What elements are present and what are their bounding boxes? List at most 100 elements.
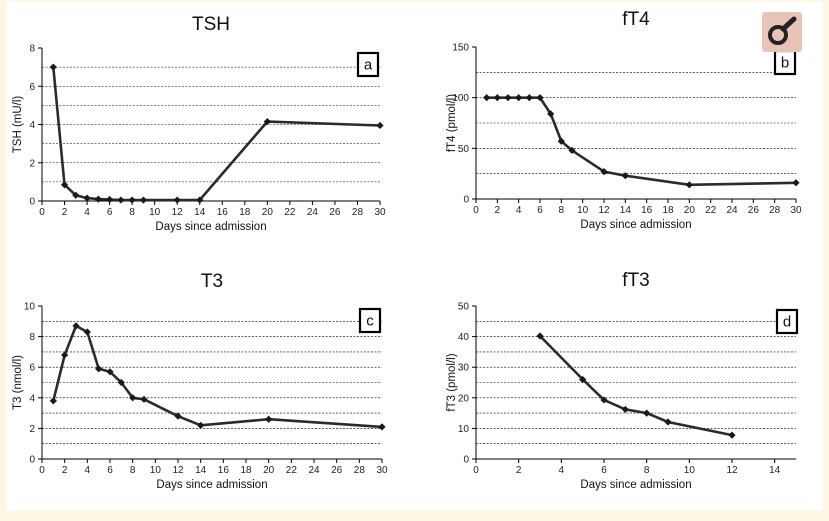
y-axis-label: T3 (nmol/l)	[12, 355, 24, 410]
data-point	[49, 63, 57, 71]
data-point	[728, 431, 736, 439]
x-tick-label: 0	[473, 205, 479, 216]
data-point	[106, 195, 114, 204]
y-tick-label: 20	[458, 393, 470, 404]
y-axis-label: fT3 (pmol/l)	[446, 353, 458, 411]
x-tick-label: 12	[598, 205, 610, 216]
x-tick-label: 4	[516, 205, 522, 216]
y-tick-label: 0	[463, 455, 469, 466]
data-point	[378, 423, 386, 431]
y-axis-label: TSH (mU/l)	[12, 96, 24, 154]
y-tick-label: 10	[24, 302, 36, 313]
x-tick-label: 0	[473, 465, 479, 476]
chart-title: TSH	[192, 14, 230, 35]
x-tick-label: 2	[62, 465, 68, 476]
x-tick-label: 24	[726, 205, 738, 216]
x-axis-label: Days since admission	[155, 221, 266, 233]
x-tick-label: 0	[39, 465, 45, 476]
panel-label-box	[358, 307, 382, 334]
y-tick-label: 8	[29, 332, 35, 343]
x-axis-label: Days since admission	[580, 479, 691, 491]
x-tick-label: 14	[194, 207, 206, 218]
panel-label: d	[783, 314, 791, 331]
data-point	[792, 179, 800, 187]
x-tick-label: 8	[130, 465, 136, 476]
data-point	[547, 110, 555, 118]
y-axis-label: fT4 (pmol/l)	[446, 94, 458, 152]
chart-title: fT3	[622, 270, 649, 291]
data-point	[483, 94, 491, 102]
chart-panel-d: 0 10 20 30 40 50 0 2 4 6 8 10 12 14 Days since admissi…	[446, 270, 799, 491]
x-tick-label: 14	[195, 465, 207, 476]
y-tick-label: 6	[29, 363, 35, 374]
x-tick-label: 30	[376, 465, 388, 476]
x-tick-label: 22	[705, 205, 717, 216]
y-tick-label: 50	[458, 302, 470, 313]
y-tick-label: 6	[29, 82, 35, 93]
x-tick-label: 2	[62, 207, 68, 218]
x-tick-label: 12	[172, 465, 184, 476]
zoom-icon[interactable]	[768, 16, 797, 45]
y-tick-label: 100	[452, 93, 469, 104]
y-tick-label: 0	[463, 195, 469, 206]
data-point	[265, 415, 273, 423]
data-point	[685, 181, 693, 189]
y-tick-label: 8	[29, 44, 35, 55]
x-tick-label: 26	[331, 465, 343, 476]
data-point	[129, 394, 137, 402]
x-tick-label: 26	[748, 205, 760, 216]
x-tick-label: 24	[308, 465, 320, 476]
y-tick-label: 30	[458, 363, 470, 374]
data-point	[643, 409, 651, 417]
x-tick-label: 22	[284, 207, 296, 218]
x-tick-label: 16	[217, 207, 229, 218]
x-tick-label: 16	[218, 465, 230, 476]
data-point	[557, 137, 565, 145]
y-tick-label: 4	[29, 393, 35, 404]
panel-label: b	[781, 55, 789, 72]
x-tick-label: 22	[286, 465, 298, 476]
x-tick-label: 18	[240, 465, 252, 476]
x-tick-label: 18	[239, 207, 251, 218]
data-point	[49, 397, 57, 405]
x-tick-label: 6	[107, 207, 113, 218]
x-tick-label: 6	[601, 465, 607, 476]
y-tick-label: 40	[458, 332, 470, 343]
data-point	[504, 94, 512, 102]
y-tick-label: 0	[29, 197, 35, 208]
data-point	[94, 195, 102, 203]
data-point	[106, 368, 114, 376]
x-tick-label: 0	[39, 207, 45, 218]
zoom-button[interactable]	[762, 12, 802, 52]
data-point	[83, 328, 91, 336]
data-point	[376, 121, 384, 130]
data-point	[568, 146, 576, 154]
data-point	[60, 181, 69, 189]
y-tick-label: 0	[29, 455, 35, 466]
data-point	[72, 191, 80, 199]
x-tick-label: 30	[790, 205, 802, 216]
x-tick-label: 8	[559, 205, 565, 216]
data-point	[174, 412, 182, 420]
x-axis-label: Days since admission	[580, 219, 691, 231]
data-point	[263, 118, 271, 126]
data-point	[579, 375, 587, 384]
x-tick-label: 14	[620, 205, 632, 216]
data-point	[95, 365, 103, 373]
x-tick-label: 16	[641, 205, 653, 216]
panel-label-box	[356, 51, 380, 78]
x-tick-label: 12	[172, 207, 184, 218]
data-point	[83, 194, 91, 202]
data-point	[196, 196, 204, 204]
data-point	[61, 351, 69, 359]
data-point	[621, 405, 629, 414]
x-tick-label: 4	[559, 465, 565, 476]
data-point	[493, 94, 501, 102]
x-tick-label: 2	[495, 205, 501, 216]
x-tick-label: 12	[726, 465, 738, 476]
data-point	[600, 168, 608, 176]
